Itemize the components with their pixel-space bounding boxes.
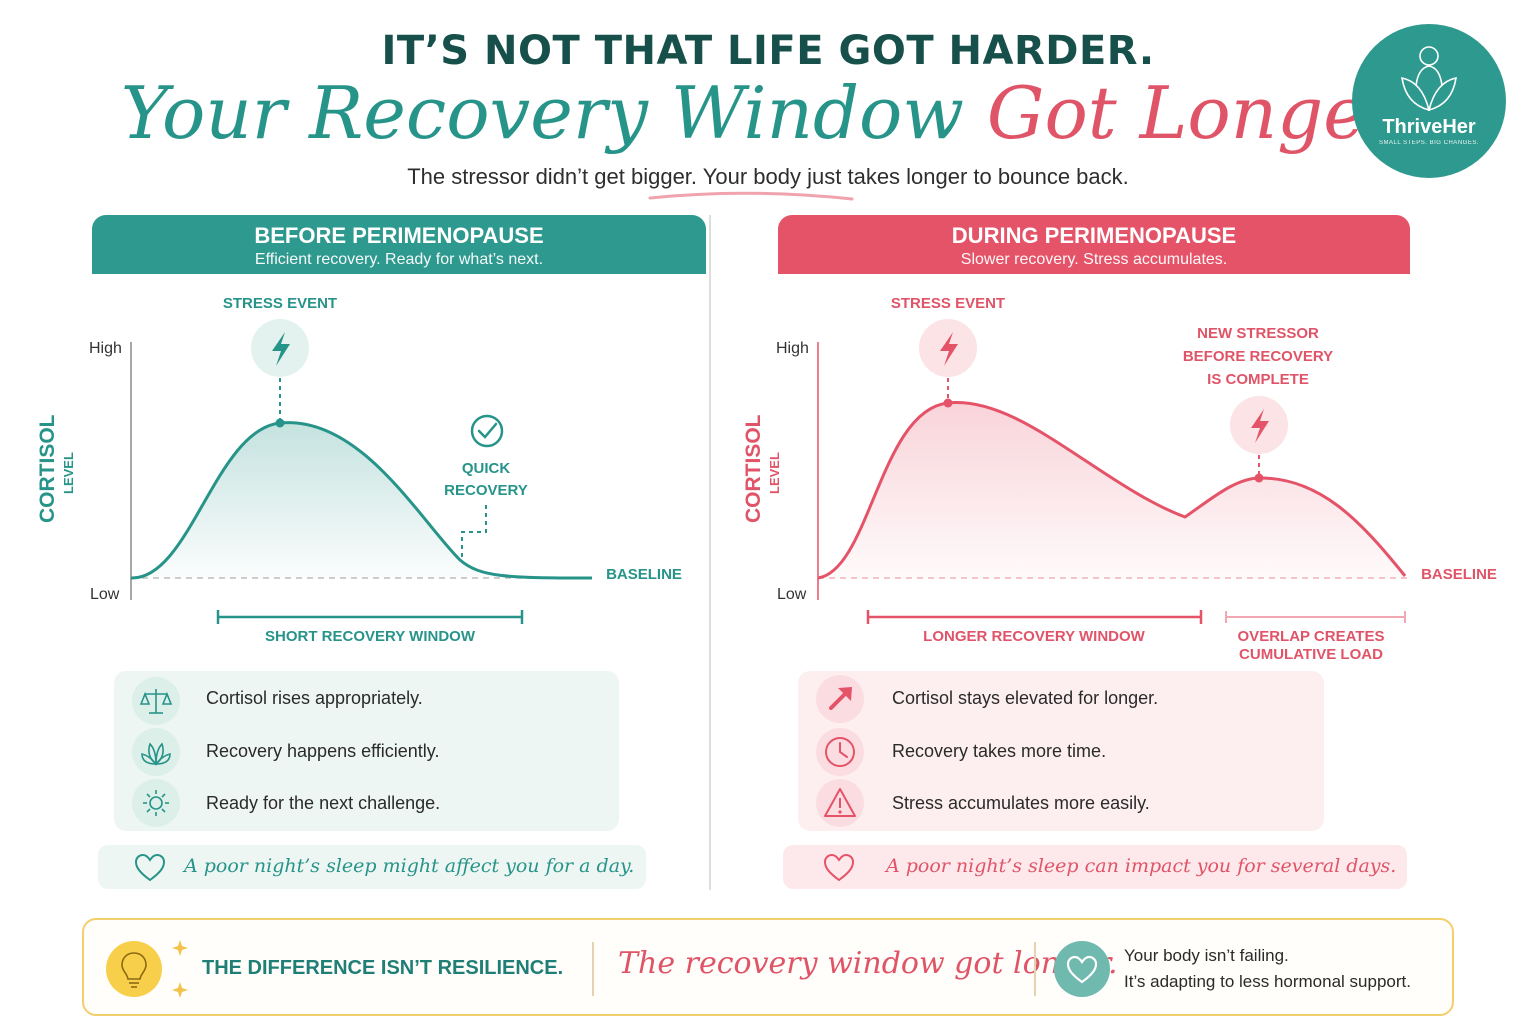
warning-icon: [816, 779, 864, 827]
subtitle-underline: [648, 191, 854, 201]
woman-leaves-icon: [1401, 46, 1457, 112]
right-sleep-note: A poor night’s sleep can impact you for …: [886, 855, 1397, 877]
left-benefit-list: Cortisol rises appropriately. Recovery h…: [114, 671, 619, 831]
right-heart-icon: [823, 853, 855, 882]
left-baseline-label: BASELINE: [606, 566, 682, 583]
footer-main-text: THE DIFFERENCE ISN’T RESILIENCE.: [202, 957, 564, 979]
quick-recovery-label-2: RECOVERY: [444, 482, 528, 499]
new-stressor-label-3: IS COMPLETE: [1207, 371, 1309, 388]
clock-icon: [816, 728, 864, 776]
title-part-pink: Got Longer.: [986, 71, 1416, 155]
new-stressor-lightning-icon: [1251, 409, 1269, 443]
brand-name: ThriveHer: [1382, 116, 1476, 138]
footer-separator-1: [592, 942, 594, 996]
right-y-axis-sublabel: LEVEL: [767, 452, 782, 494]
brand-logo: ThriveHer SMALL STEPS. BIG CHANGES.: [1352, 24, 1506, 178]
short-recovery-window-label: SHORT RECOVERY WINDOW: [264, 628, 475, 645]
headline-title: Your Recovery Window Got Longer.: [0, 68, 1536, 158]
right-second-peak-point: [1254, 473, 1264, 483]
left-y-axis-label: CORTISOL: [36, 414, 59, 524]
right-y-high-label: High: [776, 340, 809, 357]
left-stress-event-label: STRESS EVENT: [222, 295, 338, 312]
left-item-text-1: Cortisol rises appropriately.: [206, 688, 423, 708]
left-item-text-3: Ready for the next challenge.: [206, 793, 441, 813]
left-y-low-label: Low: [90, 586, 120, 603]
left-sleep-note-box: A poor night’s sleep might affect you fo…: [98, 845, 646, 889]
headline-kicker: IT’S NOT THAT LIFE GOT HARDER.: [381, 28, 1155, 74]
panel-heading-during: DURING PERIMENOPAUSE: [951, 223, 1237, 248]
footer-line-2: It’s adapting to less hormonal support.: [1124, 972, 1411, 991]
right-item-text-3: Stress accumulates more easily.: [892, 793, 1150, 813]
right-effect-list: Cortisol stays elevated for longer. Reco…: [798, 671, 1324, 831]
panel-divider: [709, 215, 711, 890]
right-curve-fill: [818, 402, 1405, 578]
leaf-lotus-icon: [132, 728, 180, 776]
right-y-axis-label: CORTISOL: [742, 414, 765, 524]
right-lightning-icon: [940, 332, 958, 366]
check-circle-icon: [470, 414, 504, 448]
checkmark-icon: [477, 422, 498, 439]
footer-heart-icon: [1054, 941, 1110, 997]
footer-script-text: The recovery window got longer.: [618, 946, 1118, 981]
sparkle-icon: [172, 940, 188, 998]
overlap-label-1: OVERLAP CREATES: [1237, 628, 1385, 645]
right-y-low-label: Low: [777, 586, 807, 603]
longer-recovery-window-label: LONGER RECOVERY WINDOW: [923, 628, 1145, 645]
panel-subheading-before: Efficient recovery. Ready for what’s nex…: [254, 251, 544, 268]
panel-subheading-during: Slower recovery. Stress accumulates.: [960, 251, 1228, 268]
left-curve-fill: [131, 422, 592, 579]
left-chart: [130, 319, 593, 624]
overlap-label-2: CUMULATIVE LOAD: [1239, 646, 1383, 663]
new-stressor-label-1: NEW STRESSOR: [1197, 325, 1319, 342]
quick-recovery-connector: [461, 505, 487, 560]
left-item-text-2: Recovery happens efficiently.: [206, 741, 440, 761]
new-stressor-label-2: BEFORE RECOVERY: [1182, 348, 1334, 365]
sun-icon: [132, 779, 180, 827]
arrow-up-right-icon: [816, 675, 864, 723]
right-chart: [817, 319, 1408, 624]
left-y-axis-sublabel: LEVEL: [61, 452, 76, 494]
lightbulb-icon: [106, 941, 162, 997]
title-part-teal: Your Recovery Window: [120, 71, 987, 155]
footer-banner: THE DIFFERENCE ISN’T RESILIENCE. The rec…: [82, 918, 1454, 1016]
panel-header-before: BEFORE PERIMENOPAUSE Efficient recovery.…: [92, 215, 706, 274]
left-heart-icon: [134, 853, 166, 882]
quick-recovery-label-1: QUICK: [461, 460, 511, 477]
left-lightning-icon: [272, 332, 290, 366]
left-peak-point: [275, 418, 285, 428]
brand-tagline: SMALL STEPS. BIG CHANGES.: [1379, 140, 1479, 146]
panel-header-during: DURING PERIMENOPAUSE Slower recovery. St…: [778, 215, 1410, 274]
right-peak-point: [943, 398, 953, 408]
right-sleep-note-box: A poor night’s sleep can impact you for …: [783, 845, 1407, 889]
footer-line-1: Your body isn’t failing.: [1124, 946, 1289, 965]
right-stress-event-label: STRESS EVENT: [890, 295, 1006, 312]
balance-scale-icon: [132, 677, 180, 725]
right-item-text-1: Cortisol stays elevated for longer.: [892, 688, 1159, 708]
footer-separator-2: [1034, 942, 1036, 996]
right-baseline-label: BASELINE: [1421, 566, 1497, 583]
panel-heading-before: BEFORE PERIMENOPAUSE: [254, 223, 544, 248]
right-item-text-2: Recovery takes more time.: [892, 741, 1107, 761]
right-cortisol-curve: [817, 401, 1407, 580]
headline-subtitle: The stressor didn’t get bigger. Your bod…: [407, 164, 1129, 189]
left-y-high-label: High: [89, 340, 122, 357]
left-sleep-note: A poor night’s sleep might affect you fo…: [184, 855, 635, 877]
left-cortisol-curve: [130, 421, 593, 580]
